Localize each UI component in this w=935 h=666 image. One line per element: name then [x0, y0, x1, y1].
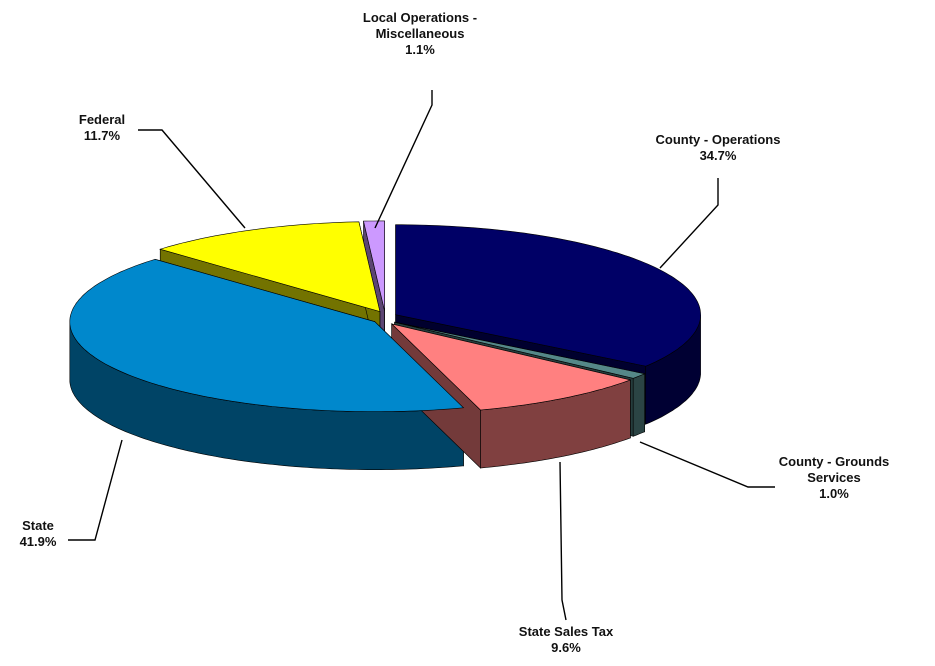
slice-value-label: 41.9% — [19, 534, 57, 549]
slice-value-label: 1.1% — [405, 42, 435, 57]
slice — [390, 323, 632, 411]
slice-label: Federal 11.7% — [62, 112, 142, 144]
slice-category-label: Federal — [78, 112, 126, 127]
slice-label: Local Operations - Miscellaneous 1.1% — [345, 10, 495, 58]
slice-label: County - Operations 34.7% — [618, 132, 818, 164]
leader-line — [138, 129, 246, 229]
slice-category-label: Local Operations - Miscellaneous — [362, 10, 478, 41]
leader-line — [559, 461, 567, 621]
slice-label: State Sales Tax 9.6% — [486, 624, 646, 656]
slice-label: State 41.9% — [3, 518, 73, 550]
slice-category-label: County - Grounds Services — [778, 454, 890, 485]
leader-line — [659, 178, 719, 269]
slice — [159, 221, 381, 313]
leader-line — [374, 90, 433, 229]
slice-category-label: County - Operations — [655, 132, 781, 147]
slice — [69, 258, 465, 412]
slice-value-label: 1.0% — [819, 486, 849, 501]
slice-value-label: 9.6% — [551, 640, 581, 655]
slice-value-label: 11.7% — [83, 128, 121, 143]
slice-category-label: State — [22, 518, 54, 533]
slice-label: County - Grounds Services 1.0% — [769, 454, 899, 502]
slice — [394, 321, 646, 379]
slice-value-label: 34.7% — [699, 148, 737, 163]
leader-line — [639, 441, 775, 488]
leader-line — [68, 439, 123, 541]
slice — [363, 220, 385, 311]
slice-category-label: State Sales Tax — [518, 624, 614, 639]
slice — [395, 224, 701, 367]
slice-side — [632, 373, 645, 437]
